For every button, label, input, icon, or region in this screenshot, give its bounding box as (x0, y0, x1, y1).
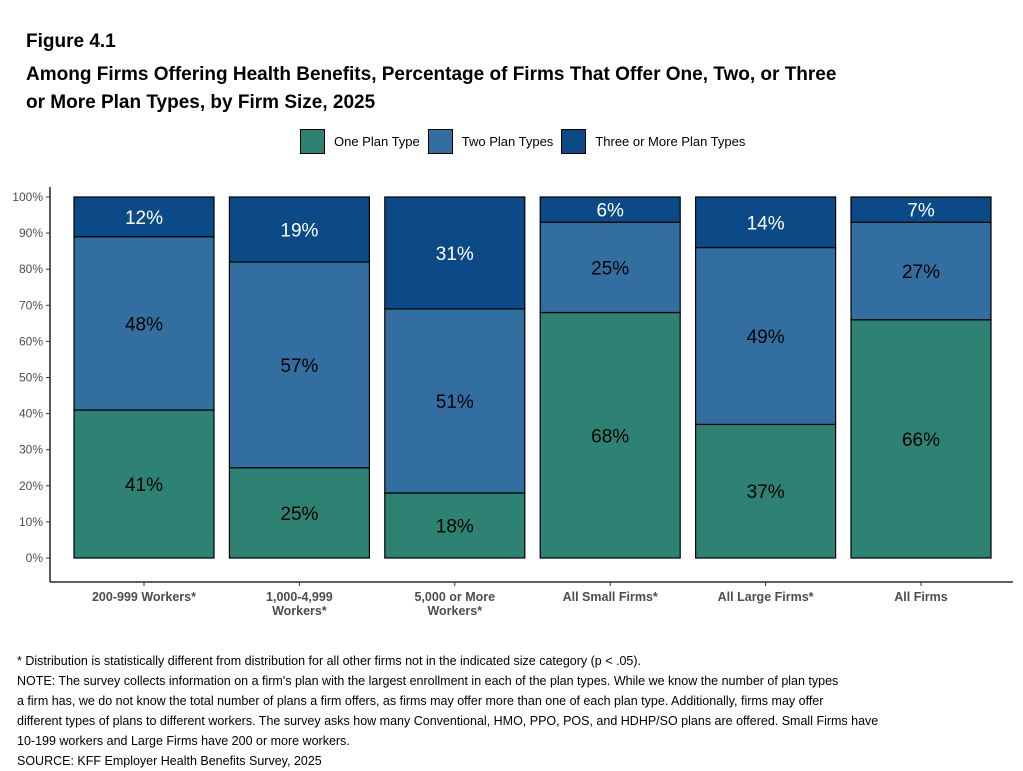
data-label: 14% (747, 213, 785, 234)
stacked-bar-chart: 0% 10% 20% 30% 40% 50% 60% 70% 80% 90% 100% 41% 48% 1… (12, 187, 1013, 618)
x-tick-label: 1,000-4,999 (266, 590, 333, 604)
y-tick-label: 10% (19, 515, 43, 529)
bar-segment (228, 196, 370, 263)
y-tick-label: 0% (26, 551, 44, 565)
bar-segment (694, 246, 837, 426)
data-label: 25% (280, 504, 318, 525)
data-label: 12% (125, 208, 163, 229)
bar-segment (850, 196, 992, 223)
data-label: 25% (591, 258, 629, 279)
legend-label-one-plan: One Plan Type (334, 134, 420, 149)
bar-segment (694, 423, 837, 559)
chart-title: Among Firms Offering Health Benefits, Pe… (26, 61, 986, 117)
bar-segment (384, 308, 526, 494)
data-label: 66% (902, 430, 940, 451)
y-tick-label: 80% (19, 262, 43, 276)
legend-label-three-plans: Three or More Plan Types (595, 134, 746, 149)
data-label: 48% (125, 314, 163, 335)
data-label: 6% (596, 201, 624, 222)
legend-swatch-one-plan (300, 129, 325, 154)
figure-label: Figure 4.1 (26, 31, 116, 52)
data-label: 41% (125, 475, 163, 496)
bar-segment (850, 221, 992, 321)
note-significance: * Distribution is statistically differen… (17, 654, 641, 668)
y-tick-label: 30% (19, 443, 43, 457)
y-tick-label: 50% (19, 371, 43, 385)
data-label: 7% (907, 201, 935, 222)
x-tick-label: 200-999 Workers* (92, 590, 196, 604)
legend-item-three-plans: Three or More Plan Types (561, 129, 745, 154)
legend-item-one-plan: One Plan Type (300, 129, 420, 154)
bar-segment (73, 409, 215, 559)
y-tick-label: 70% (19, 298, 43, 312)
bar-segment (539, 196, 681, 223)
y-tick-label: 40% (19, 407, 43, 421)
x-tick-label: All Large Firms* (718, 590, 814, 604)
data-label: 49% (747, 327, 785, 348)
legend-label-two-plans: Two Plan Types (461, 134, 554, 149)
chart-title-line-1: Among Firms Offering Health Benefits, Pe… (26, 64, 837, 85)
bar-segment (539, 311, 681, 559)
note-line-3: a firm has, we do not know the total num… (17, 694, 824, 708)
y-tick-label: 20% (19, 479, 43, 493)
y-tick-label: 90% (19, 226, 43, 240)
x-tick-label: Workers* (427, 604, 482, 618)
legend-swatch-three-plans (561, 129, 587, 154)
data-label: 27% (902, 262, 940, 283)
bar-segment (228, 261, 370, 469)
chart-title-line-2: or More Plan Types, by Firm Size, 2025 (26, 92, 376, 113)
data-label: 18% (436, 517, 474, 538)
data-label: 51% (436, 392, 474, 413)
bar-segment (73, 236, 215, 411)
notes: * Distribution is statistically differen… (17, 651, 1007, 771)
note-line-4: different types of plans to different wo… (17, 714, 879, 728)
legend-swatch-two-plans (427, 129, 453, 154)
data-label: 57% (280, 356, 318, 377)
bar-segment (228, 467, 370, 559)
source-note: SOURCE: KFF Employer Health Benefits Sur… (17, 754, 322, 768)
data-label: 31% (436, 244, 474, 265)
data-label: 37% (747, 482, 785, 503)
bar-segment (73, 196, 215, 238)
data-label: 68% (591, 426, 629, 447)
x-tick-label: All Firms (894, 590, 948, 604)
x-tick-label: 5,000 or More (415, 590, 496, 604)
legend-item-two-plans: Two Plan Types (427, 129, 554, 154)
note-line-5: 10-199 workers and Large Firms have 200 … (17, 734, 350, 748)
bar-segment (539, 221, 681, 314)
bar-segment (694, 196, 837, 249)
bar-segment (850, 319, 992, 559)
x-tick-label: Workers* (272, 604, 327, 618)
data-label: 19% (280, 220, 318, 241)
bar-segment (384, 196, 526, 310)
y-tick-label: 60% (19, 334, 43, 348)
legend: One Plan Type Two Plan Types Three or Mo… (300, 129, 753, 154)
x-tick-label: All Small Firms* (563, 590, 658, 604)
note-line-2: NOTE: The survey collects information on… (17, 674, 839, 688)
y-tick-label: 100% (12, 190, 43, 204)
